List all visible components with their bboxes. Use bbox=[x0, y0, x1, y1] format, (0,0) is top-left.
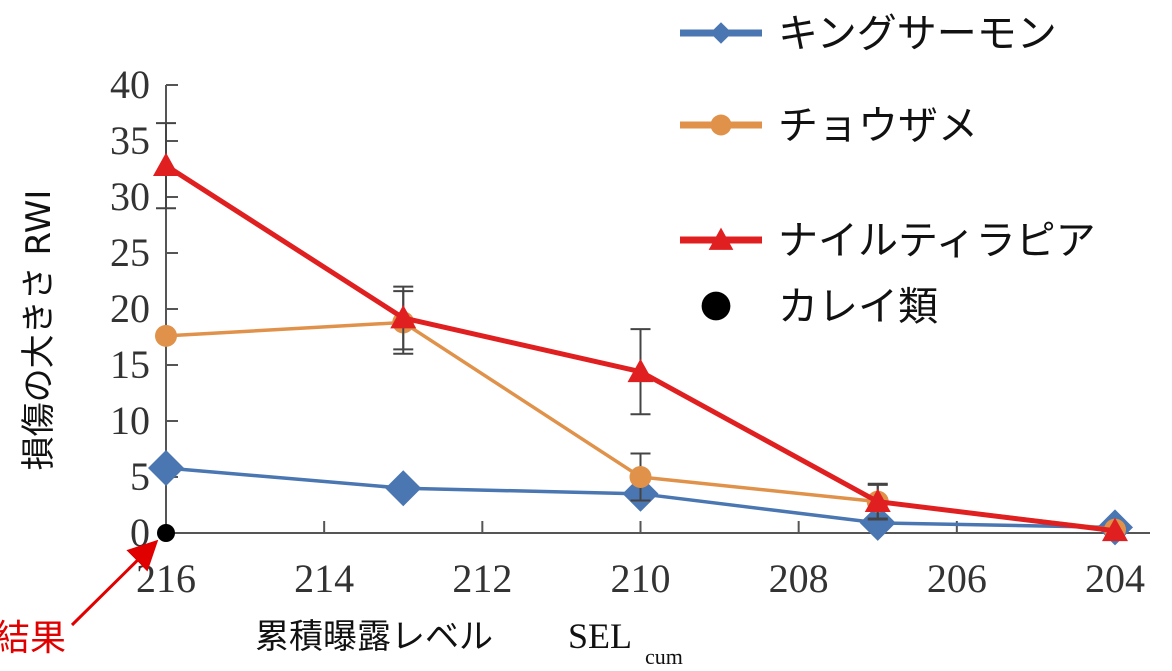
legend-label: カレイ類 bbox=[778, 284, 938, 330]
triangle-marker bbox=[1102, 517, 1128, 542]
annotation-arrow bbox=[70, 539, 159, 627]
legend-label: キングサーモン bbox=[778, 11, 1057, 57]
triangle-marker bbox=[708, 227, 734, 250]
legend-item: キングサーモン bbox=[680, 11, 1057, 57]
y-tick-label: 35 bbox=[110, 118, 150, 163]
x-tick-label: 206 bbox=[927, 556, 987, 601]
y-tick-label: 40 bbox=[110, 62, 150, 107]
legend-item: ナイルティラピア bbox=[680, 218, 1096, 264]
series-3 bbox=[153, 122, 1128, 542]
x-tick-label: 208 bbox=[769, 556, 829, 601]
x-tick-label: 212 bbox=[452, 556, 512, 601]
legend-label: ナイルティラピア bbox=[778, 218, 1096, 264]
y-tick-label: 30 bbox=[110, 174, 150, 219]
y-tick-label: 15 bbox=[110, 342, 150, 387]
diamond-marker bbox=[710, 22, 732, 44]
triangle-marker bbox=[864, 488, 891, 513]
legend-label: チョウザメ bbox=[778, 103, 978, 149]
circle-marker bbox=[629, 466, 652, 488]
triangle-marker bbox=[627, 358, 654, 383]
dot-marker bbox=[701, 291, 731, 321]
y-tick-label: 25 bbox=[110, 230, 150, 275]
x-tick-label: 216 bbox=[136, 556, 196, 601]
dot-marker bbox=[157, 524, 175, 542]
y-tick-label: 5 bbox=[130, 454, 150, 499]
circle-marker bbox=[710, 114, 732, 136]
x-axis-label-sel: SEL bbox=[568, 616, 632, 656]
series-4 bbox=[157, 524, 175, 542]
series-layer bbox=[148, 122, 1133, 546]
diamond-marker bbox=[385, 470, 422, 507]
x-axis-label-sub: cum bbox=[645, 644, 683, 669]
annotation-text: 結果 bbox=[0, 618, 66, 659]
triangle-marker bbox=[153, 152, 179, 177]
legend-item: カレイ類 bbox=[701, 284, 938, 330]
circle-marker bbox=[155, 324, 177, 347]
y-tick-label: 20 bbox=[110, 286, 150, 331]
y-tick-label: 10 bbox=[110, 398, 150, 443]
diamond-marker bbox=[859, 504, 896, 541]
y-axis-label: 損傷の大きさ RWI bbox=[19, 190, 59, 471]
y-ticks: 0 5 10 15 20 25 30 35 40 bbox=[110, 62, 178, 555]
x-axis-label: 累積曝露レベル bbox=[255, 617, 493, 657]
x-tick-label: 204 bbox=[1085, 556, 1145, 601]
x-tick-label: 210 bbox=[611, 556, 671, 601]
legend-item: チョウザメ bbox=[680, 103, 978, 149]
x-ticks: 216 214 212 210 208 206 204 bbox=[136, 521, 1145, 601]
y-tick-label: 0 bbox=[130, 510, 150, 555]
x-tick-label: 214 bbox=[294, 556, 354, 601]
diamond-marker bbox=[148, 450, 184, 487]
axes bbox=[165, 85, 1150, 534]
triangle-marker bbox=[390, 304, 417, 329]
